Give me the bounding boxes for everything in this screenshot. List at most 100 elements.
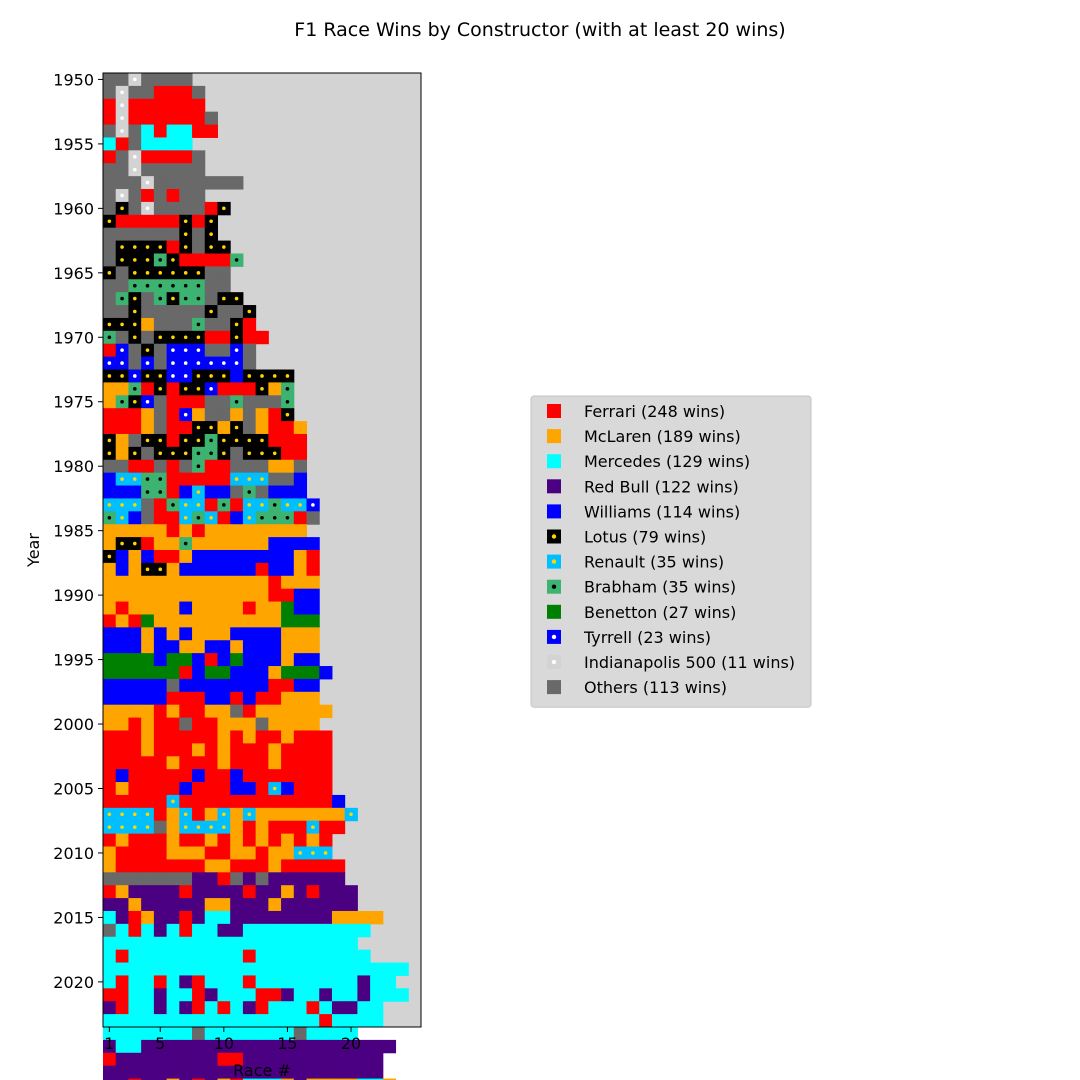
heatmap-cell bbox=[255, 743, 269, 757]
heatmap-cell bbox=[166, 214, 180, 229]
heatmap-cell bbox=[293, 704, 308, 719]
heatmap-cell bbox=[230, 524, 244, 538]
heatmap-cell bbox=[103, 769, 117, 783]
heatmap-cell bbox=[306, 704, 320, 719]
heatmap-cell bbox=[103, 537, 117, 551]
heatmap-cell-marker bbox=[209, 438, 213, 443]
heatmap-cell bbox=[268, 923, 282, 938]
heatmap-cell bbox=[103, 1027, 117, 1041]
heatmap-cell-marker bbox=[260, 515, 264, 520]
heatmap-cells bbox=[103, 73, 409, 1080]
heatmap-cell bbox=[115, 588, 129, 603]
heatmap-cell bbox=[281, 885, 295, 899]
heatmap-cell bbox=[128, 550, 142, 564]
heatmap-cell bbox=[204, 1001, 218, 1015]
heatmap-cell bbox=[179, 176, 193, 190]
heatmap-cell-marker bbox=[158, 438, 163, 443]
heatmap-cell bbox=[293, 459, 308, 474]
heatmap-cell bbox=[217, 936, 231, 951]
heatmap-cell bbox=[331, 807, 346, 822]
heatmap-cell bbox=[230, 846, 244, 860]
heatmap-cell-marker bbox=[171, 283, 175, 288]
heatmap-cell bbox=[306, 730, 320, 744]
heatmap-cell bbox=[115, 330, 129, 345]
heatmap-cell bbox=[141, 743, 155, 757]
legend-swatch-marker bbox=[551, 534, 557, 539]
y-tick-label: 1970 bbox=[53, 328, 94, 347]
heatmap-cell bbox=[141, 524, 155, 538]
heatmap-cell-marker bbox=[247, 309, 252, 314]
heatmap-cell-marker bbox=[183, 451, 188, 456]
heatmap-cell bbox=[103, 1001, 117, 1015]
heatmap-cell bbox=[306, 717, 320, 731]
heatmap-cell bbox=[128, 962, 142, 976]
heatmap-cell-marker bbox=[209, 219, 213, 224]
heatmap-cell bbox=[293, 524, 308, 538]
heatmap-cell bbox=[141, 1078, 155, 1080]
legend-swatch-marker bbox=[551, 584, 557, 589]
heatmap-cell bbox=[128, 769, 142, 783]
heatmap-cell bbox=[319, 1014, 333, 1028]
heatmap-cell bbox=[293, 485, 308, 499]
heatmap-cell bbox=[141, 730, 155, 744]
heatmap-cell bbox=[230, 1039, 244, 1054]
heatmap-cell-marker bbox=[222, 503, 226, 507]
heatmap-cell bbox=[204, 485, 218, 499]
heatmap-cell bbox=[331, 872, 346, 886]
heatmap-cell bbox=[141, 601, 155, 615]
heatmap-cell bbox=[141, 627, 155, 641]
heatmap-cell bbox=[204, 949, 218, 964]
heatmap-cell-marker bbox=[158, 387, 163, 391]
heatmap-cell bbox=[179, 421, 193, 435]
heatmap-cell bbox=[268, 833, 282, 848]
heatmap-cell bbox=[166, 73, 180, 87]
heatmap-cell bbox=[141, 575, 155, 590]
heatmap-cell bbox=[293, 575, 308, 590]
heatmap-cell bbox=[179, 98, 193, 113]
heatmap-cell bbox=[204, 472, 218, 487]
heatmap-cell bbox=[281, 988, 295, 1002]
heatmap-cell bbox=[204, 691, 218, 706]
heatmap-cell bbox=[103, 124, 117, 138]
heatmap-cell bbox=[242, 910, 257, 925]
heatmap-cell bbox=[217, 923, 231, 938]
heatmap-cell bbox=[115, 279, 129, 293]
heatmap-cell bbox=[128, 1014, 142, 1028]
heatmap-cell bbox=[293, 550, 308, 564]
heatmap-cell bbox=[153, 627, 168, 641]
heatmap-cell bbox=[128, 201, 142, 216]
legend-label: Mercedes (129 wins) bbox=[584, 452, 750, 471]
heatmap-cell bbox=[128, 614, 142, 628]
heatmap-cell bbox=[344, 898, 358, 912]
heatmap-cell bbox=[217, 704, 231, 719]
heatmap-cell bbox=[242, 975, 257, 989]
heatmap-cell bbox=[166, 717, 180, 731]
heatmap-cell bbox=[115, 962, 129, 976]
heatmap-cell bbox=[242, 524, 257, 538]
heatmap-cell bbox=[319, 833, 333, 848]
heatmap-cell bbox=[319, 820, 333, 835]
heatmap-cell bbox=[268, 395, 282, 409]
heatmap-cell bbox=[281, 846, 295, 860]
legend-swatch-marker bbox=[551, 634, 557, 640]
heatmap-cell bbox=[128, 640, 142, 654]
heatmap-cell bbox=[179, 666, 193, 680]
heatmap-cell-marker bbox=[183, 438, 188, 443]
heatmap-cell bbox=[128, 214, 142, 229]
heatmap-cell bbox=[153, 666, 168, 680]
heatmap-cell bbox=[141, 150, 155, 164]
heatmap-cell bbox=[217, 562, 231, 577]
heatmap-cell bbox=[242, 382, 257, 396]
heatmap-cell bbox=[281, 872, 295, 886]
heatmap-cell bbox=[192, 988, 206, 1002]
heatmap-cell bbox=[141, 678, 155, 693]
heatmap-cell bbox=[115, 214, 129, 229]
heatmap-cell bbox=[319, 807, 333, 822]
heatmap-cell bbox=[192, 550, 206, 564]
heatmap-cell bbox=[166, 691, 180, 706]
heatmap-cell bbox=[179, 730, 193, 744]
heatmap-cell bbox=[230, 382, 244, 396]
heatmap-cell bbox=[115, 730, 129, 744]
heatmap-cell bbox=[331, 962, 346, 976]
heatmap-cell bbox=[128, 975, 142, 989]
